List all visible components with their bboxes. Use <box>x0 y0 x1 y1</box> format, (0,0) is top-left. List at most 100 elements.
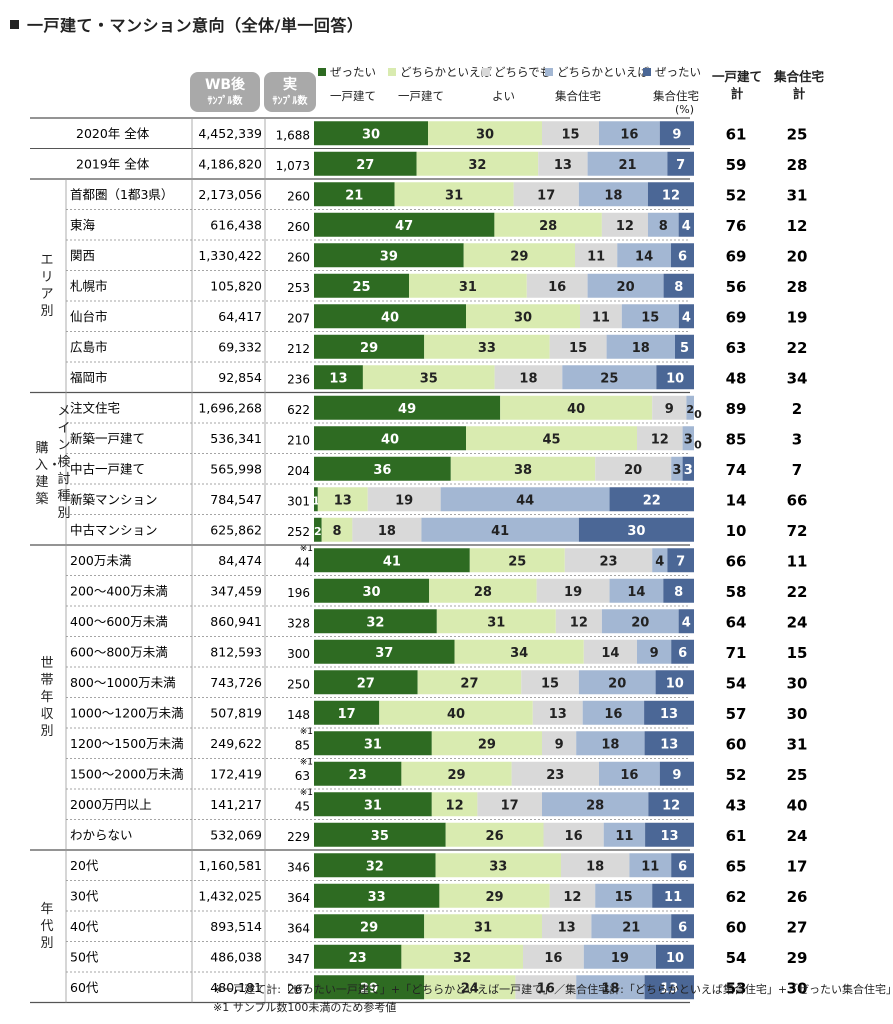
bar-value-label: 29 <box>360 341 378 356</box>
sum2-header-line2: 計 <box>792 86 806 101</box>
bar-segment-3 <box>578 670 656 695</box>
real-sample-value: 260 <box>287 220 310 234</box>
bar-value-label: 8 <box>674 280 683 295</box>
bar-segment-0 <box>314 883 440 908</box>
bar-value-label: 12 <box>662 798 680 813</box>
bar-segment-2 <box>549 334 607 359</box>
bar-segment-4 <box>667 151 694 176</box>
bar-segment-1 <box>439 883 550 908</box>
bar-value-label: 18 <box>601 737 619 752</box>
bar-segment-4 <box>659 121 694 146</box>
legend-item-0: ぜったい 一戸建て <box>318 60 376 108</box>
bar-segment-3 <box>606 334 675 359</box>
bar-value-label: 9 <box>672 127 681 142</box>
bar-value-label: 33 <box>478 341 496 356</box>
bar-segment-0 <box>314 212 495 237</box>
wb-sample-value: 69,332 <box>218 339 262 354</box>
bar-segment-3 <box>582 700 645 725</box>
bar-value-label: 19 <box>611 951 629 966</box>
bar-value-label: 12 <box>616 219 634 234</box>
bar-segment-0 <box>314 426 466 451</box>
bar-value-label: 33 <box>489 859 507 874</box>
real-sample-value: 346 <box>287 860 310 874</box>
real-sample-value: 364 <box>287 891 310 905</box>
bar-segment-0 <box>314 151 417 176</box>
bar-segment-3 <box>562 365 657 390</box>
bar-value-label: 27 <box>460 676 478 691</box>
bar-segment-3 <box>421 517 579 542</box>
bar-segment-0 <box>314 914 425 939</box>
row-label: 注文住宅 <box>70 400 120 415</box>
bar-segment-0 <box>314 944 402 969</box>
sum1-value: 61 <box>726 125 747 143</box>
footnote-1: ※一戸建て計:「ぜったい一戸建て」+「どちらかといえば一戸建て」／集合住宅計:「… <box>213 983 893 996</box>
bar-value-label: 33 <box>368 890 386 905</box>
real-sample-value: 85 <box>295 738 310 752</box>
bar-segment-1 <box>394 182 514 207</box>
bar-value-label: 13 <box>660 707 678 722</box>
bar-segment-1 <box>450 456 596 481</box>
sum2-value: 30 <box>787 674 808 692</box>
wb-sample-value: 141,217 <box>210 797 262 812</box>
bar-segment-1 <box>466 304 580 329</box>
bar-value-label: 13 <box>660 829 678 844</box>
sum1-value: 61 <box>726 827 747 845</box>
wb-sample-value: 4,452,339 <box>198 126 262 141</box>
sum1-value: 71 <box>726 644 747 662</box>
row-label: 1200～1500万未満 <box>70 736 184 751</box>
bar-segment-2 <box>521 670 579 695</box>
row-label: 60代 <box>70 980 99 995</box>
real-sample-value: 210 <box>287 433 310 447</box>
bar-segment-2 <box>536 578 610 603</box>
wb-sample-value: 616,438 <box>210 217 262 232</box>
bar-value-label: 16 <box>544 951 562 966</box>
bar-value-label: 7 <box>676 554 685 569</box>
bar-segment-4 <box>644 731 694 756</box>
bar-segment-1 <box>436 609 556 634</box>
real-sample-value: 260 <box>287 189 310 203</box>
bar-segment-4 <box>656 944 694 969</box>
bar-value-label: 13 <box>549 707 567 722</box>
bar-segment-1 <box>469 548 565 573</box>
bar-segment-4 <box>671 639 694 664</box>
real-sample-value: 207 <box>287 311 310 325</box>
row-label: 新築マンション <box>70 492 158 507</box>
bar-segment-4 <box>678 212 694 237</box>
bar-segment-0 <box>314 609 437 634</box>
bar-segment-0 <box>314 487 318 512</box>
bar-value-label: 13 <box>334 493 352 508</box>
bar-value-label: 35 <box>371 829 389 844</box>
bar-value-label: 4 <box>682 615 691 630</box>
sum1-value: 59 <box>726 156 747 174</box>
bar-value-label: 31 <box>364 737 382 752</box>
bar-segment-3 <box>542 792 649 817</box>
sum1-value: 54 <box>726 949 747 967</box>
sum1-value: 14 <box>726 491 747 509</box>
bar-value-label: 16 <box>565 829 583 844</box>
row-label: 2019年 全体 <box>76 156 150 171</box>
bar-segment-1 <box>454 639 584 664</box>
bar-value-label: 18 <box>632 341 650 356</box>
bar-value-label: 45 <box>542 432 560 447</box>
wb-sample-value: 1,330,422 <box>198 248 262 263</box>
bar-value-label: 21 <box>618 158 636 173</box>
bar-value-label: 18 <box>519 371 537 386</box>
bar-value-label: 49 <box>398 402 416 417</box>
bar-value-label: 18 <box>601 981 619 996</box>
real-sample-value: 44 <box>295 555 310 569</box>
bar-value-label: 29 <box>360 981 378 996</box>
legend-item-1: どちらかといえば 一戸建て <box>388 60 492 108</box>
bar-value-label: 25 <box>508 554 526 569</box>
bar-value-label: 31 <box>487 615 505 630</box>
bar-segment-0 <box>314 639 455 664</box>
bar-value-label: 32 <box>366 615 384 630</box>
row-label: 関西 <box>70 248 95 263</box>
bar-value-label: 14 <box>601 646 619 661</box>
bar-value-label: 11 <box>641 859 659 874</box>
bar-value-label: 30 <box>476 127 494 142</box>
bar-value-label: 12 <box>651 432 669 447</box>
bar-value-label: 27 <box>356 158 374 173</box>
bar-value-label: 35 <box>420 371 438 386</box>
bar-value-label: 19 <box>395 493 413 508</box>
percent-unit: (%) <box>675 103 695 116</box>
